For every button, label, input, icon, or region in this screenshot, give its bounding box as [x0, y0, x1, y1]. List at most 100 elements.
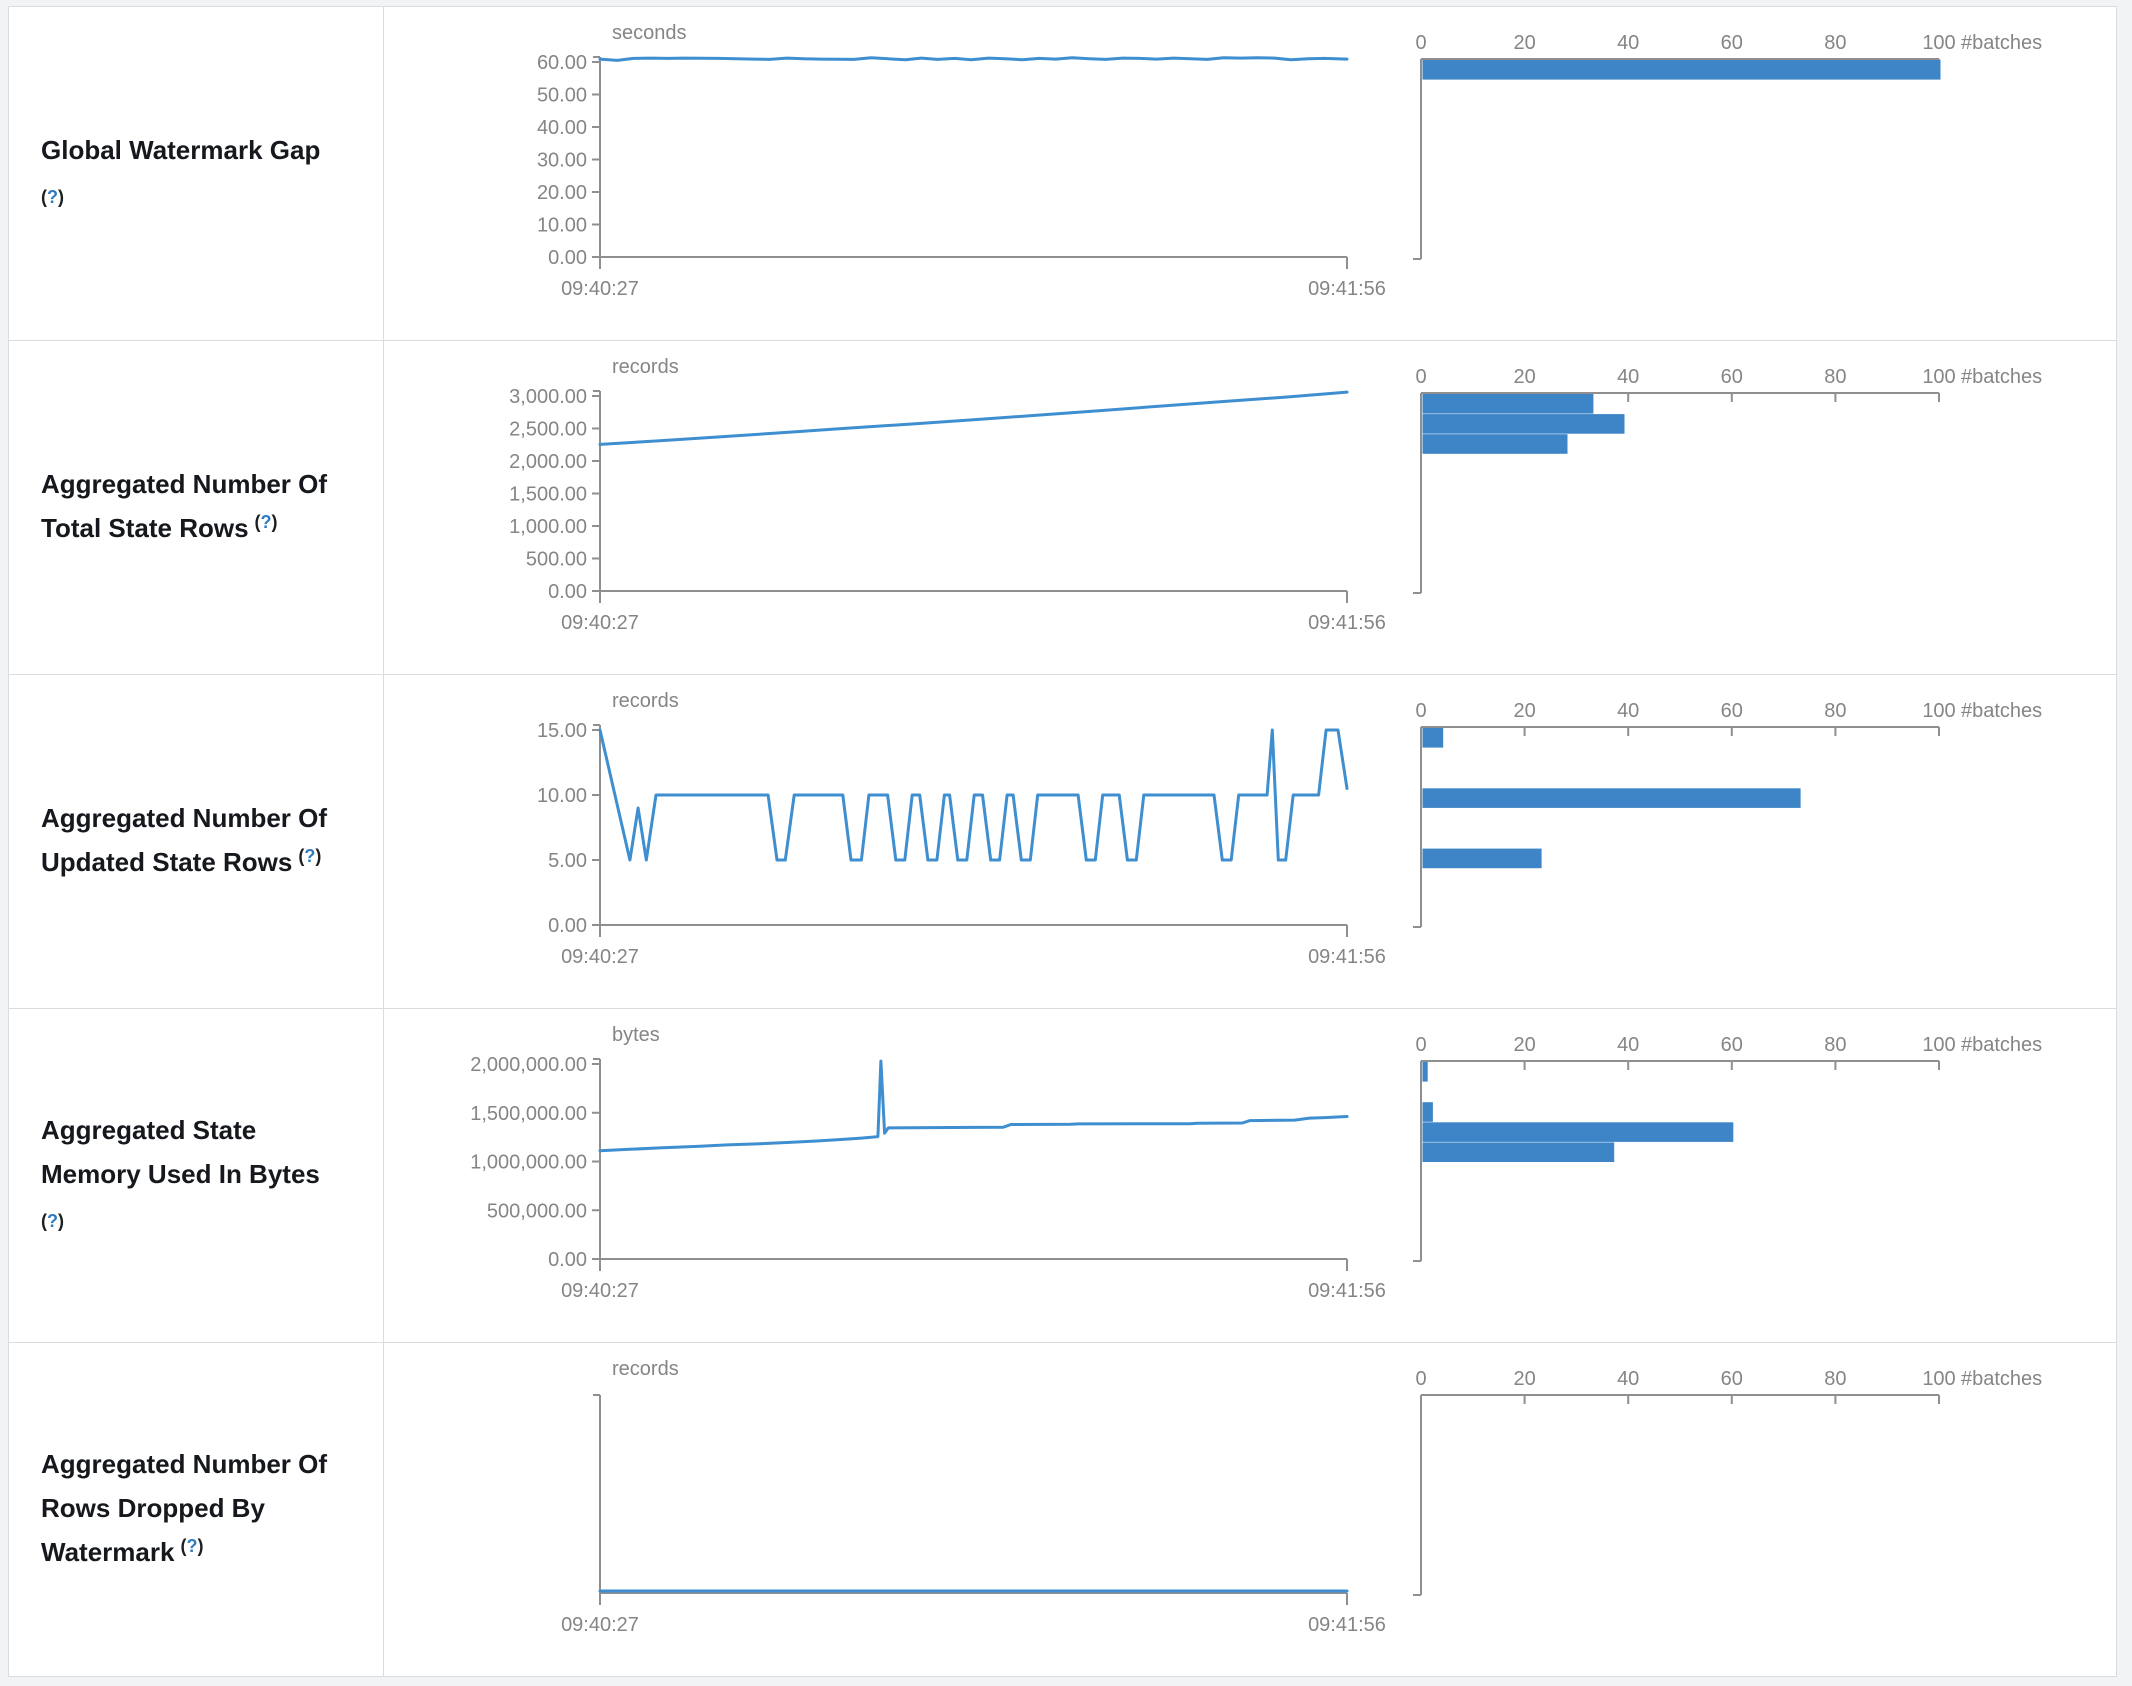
metric-label-cell: Aggregated Number Of Total State Rows (?)	[9, 341, 384, 674]
y-axis-tick-label: 2,000.00	[509, 451, 587, 473]
metric-charts-cell: bytes 0.00 500,000.00 1,000,000.00 1,500,000…	[384, 1009, 2116, 1342]
help-link[interactable]: (?)	[298, 846, 321, 866]
histogram-chart: 0 20 40 60 80 100 #batches	[1413, 32, 2042, 260]
metric-label-line: Total State Rows (?)	[41, 506, 369, 553]
x-axis-end-label: 09:41:56	[1308, 612, 1386, 634]
timeline-data-line	[598, 728, 1349, 862]
metric-label-text: Total State Rows	[41, 513, 249, 543]
timeline-data-line	[598, 1059, 1349, 1153]
y-axis-tick-label: 1,000.00	[509, 516, 587, 538]
metric-row: Aggregated Number Of Rows Dropped By Water…	[9, 1343, 2116, 1676]
help-paren: (	[41, 187, 47, 207]
histogram-tick-label: 60	[1721, 1368, 1743, 1390]
histogram-bar	[1422, 1102, 1433, 1122]
metric-label-text: Aggregated State	[41, 1115, 257, 1145]
metric-row: Global Watermark Gap (?) seconds 0.00 10.00 2…	[9, 7, 2116, 341]
metric-label-line: Rows Dropped By	[41, 1486, 369, 1530]
help-question-icon[interactable]: ?	[260, 512, 272, 532]
histogram-tick-label: 80	[1824, 366, 1846, 388]
histogram-tick-label: 40	[1617, 366, 1639, 388]
histogram-tick-label: 20	[1513, 366, 1535, 388]
help-question-icon[interactable]: ?	[186, 1536, 198, 1556]
timeline-chart: records 0.00 500.00 1,000.00 1,500.00 2,000.0…	[509, 356, 1386, 634]
histogram-bar	[1422, 60, 1941, 80]
histogram-unit-label: #batches	[1961, 1034, 2042, 1056]
x-axis-start-label: 09:40:27	[561, 1614, 639, 1636]
histogram-tick-label: 100	[1922, 1034, 1955, 1056]
help-paren: )	[58, 1211, 64, 1231]
histogram-bar	[1422, 848, 1542, 869]
x-axis-start-label: 09:40:27	[561, 1280, 639, 1302]
metric-charts-svg: bytes 0.00 500,000.00 1,000,000.00 1,500,000…	[470, 1024, 2042, 1302]
timeline-unit-label: records	[612, 690, 679, 712]
histogram-tick-label: 0	[1415, 1034, 1426, 1056]
y-axis-tick-label: 30.00	[537, 150, 587, 172]
metric-charts-svg: records 0.00 500.00 1,000.00 1,500.00 2,000.0…	[509, 356, 2042, 634]
histogram-tick-label: 40	[1617, 700, 1639, 722]
histogram-bar	[1422, 394, 1594, 414]
help-paren: )	[315, 846, 322, 866]
help-paren: (	[298, 846, 305, 866]
metric-charts-svg: records 0.00 5.00 10.00 15.00 09:40:27 09:41:5…	[537, 690, 2042, 968]
histogram-tick-label: 40	[1617, 1368, 1639, 1390]
histogram-unit-label: #batches	[1961, 700, 2042, 722]
metric-row: Aggregated Number Of Updated State Rows (?…	[9, 675, 2116, 1009]
metric-label-line: Updated State Rows (?)	[41, 840, 369, 887]
histogram-tick-label: 40	[1617, 1034, 1639, 1056]
histogram-tick-label: 60	[1721, 32, 1743, 54]
metric-charts-cell: records 0.00 5.00 10.00 15.00 09:40:27 09:41:5…	[384, 675, 2116, 1008]
metric-label-text: Global Watermark Gap	[41, 135, 321, 165]
metric-label-line: Global Watermark Gap	[41, 128, 369, 172]
histogram-tick-label: 100	[1922, 1368, 1955, 1390]
metric-label-line: Watermark (?)	[41, 1530, 369, 1577]
histogram-tick-label: 0	[1415, 366, 1426, 388]
timeline-chart: bytes 0.00 500,000.00 1,000,000.00 1,500,000…	[470, 1024, 1386, 1302]
help-link[interactable]: (?)	[41, 1211, 64, 1231]
y-axis-tick-label: 5.00	[548, 850, 587, 872]
x-axis-end-label: 09:41:56	[1308, 278, 1386, 300]
timeline-unit-label: seconds	[612, 22, 687, 44]
histogram-bar	[1422, 434, 1568, 454]
help-link[interactable]: (?)	[255, 512, 278, 532]
histogram-tick-label: 100	[1922, 366, 1955, 388]
metric-label-line: Aggregated Number Of	[41, 462, 369, 506]
y-axis-tick-label: 0.00	[548, 1249, 587, 1271]
help-question-icon[interactable]: ?	[304, 846, 316, 866]
metric-label-cell: Aggregated State Memory Used In Bytes (?)	[9, 1009, 384, 1342]
y-axis-tick-label: 1,000,000.00	[470, 1152, 587, 1174]
help-link[interactable]: (?)	[41, 187, 64, 207]
help-question-icon[interactable]: ?	[47, 187, 58, 207]
timeline-data-line	[598, 390, 1349, 446]
y-axis-tick-label: 40.00	[537, 117, 587, 139]
metric-label-cell: Aggregated Number Of Rows Dropped By Water…	[9, 1343, 384, 1676]
metric-label-line: Aggregated State	[41, 1108, 369, 1152]
timeline-chart: seconds 0.00 10.00 20.00 30.00 40.00 50.00 60.0…	[537, 22, 1386, 300]
metric-charts-cell: records 09:40:27 09:41:56 0 20 40 60 80 100 #batc…	[384, 1343, 2116, 1676]
histogram-tick-label: 60	[1721, 366, 1743, 388]
help-paren: (	[41, 1211, 47, 1231]
help-paren: (	[180, 1536, 187, 1556]
y-axis-tick-label: 1,500,000.00	[470, 1103, 587, 1125]
help-paren: (	[254, 512, 261, 532]
timeline-unit-label: records	[612, 1358, 679, 1380]
help-link[interactable]: (?)	[180, 1536, 203, 1556]
histogram-bar	[1422, 728, 1444, 748]
x-axis-end-label: 09:41:56	[1308, 1280, 1386, 1302]
histogram-tick-label: 20	[1513, 700, 1535, 722]
histogram-tick-label: 20	[1513, 1368, 1535, 1390]
histogram-tick-label: 60	[1721, 700, 1743, 722]
timeline-chart: records 09:40:27 09:41:56	[561, 1358, 1386, 1636]
y-axis-tick-label: 2,000,000.00	[470, 1054, 587, 1076]
metrics-table: Global Watermark Gap (?) seconds 0.00 10.00 2…	[8, 6, 2117, 1677]
metric-label-text: Updated State Rows	[41, 847, 293, 877]
histogram-bar	[1422, 1062, 1428, 1082]
histogram-bar	[1422, 788, 1801, 808]
histogram-tick-label: 0	[1415, 700, 1426, 722]
metric-label-line: Aggregated Number Of	[41, 796, 369, 840]
timeline-data-line	[598, 56, 1349, 62]
help-paren: )	[271, 512, 278, 532]
metric-label-text: Watermark	[41, 1537, 175, 1567]
help-question-icon[interactable]: ?	[47, 1211, 58, 1231]
histogram-bar	[1422, 414, 1625, 434]
histogram-tick-label: 20	[1513, 1034, 1535, 1056]
